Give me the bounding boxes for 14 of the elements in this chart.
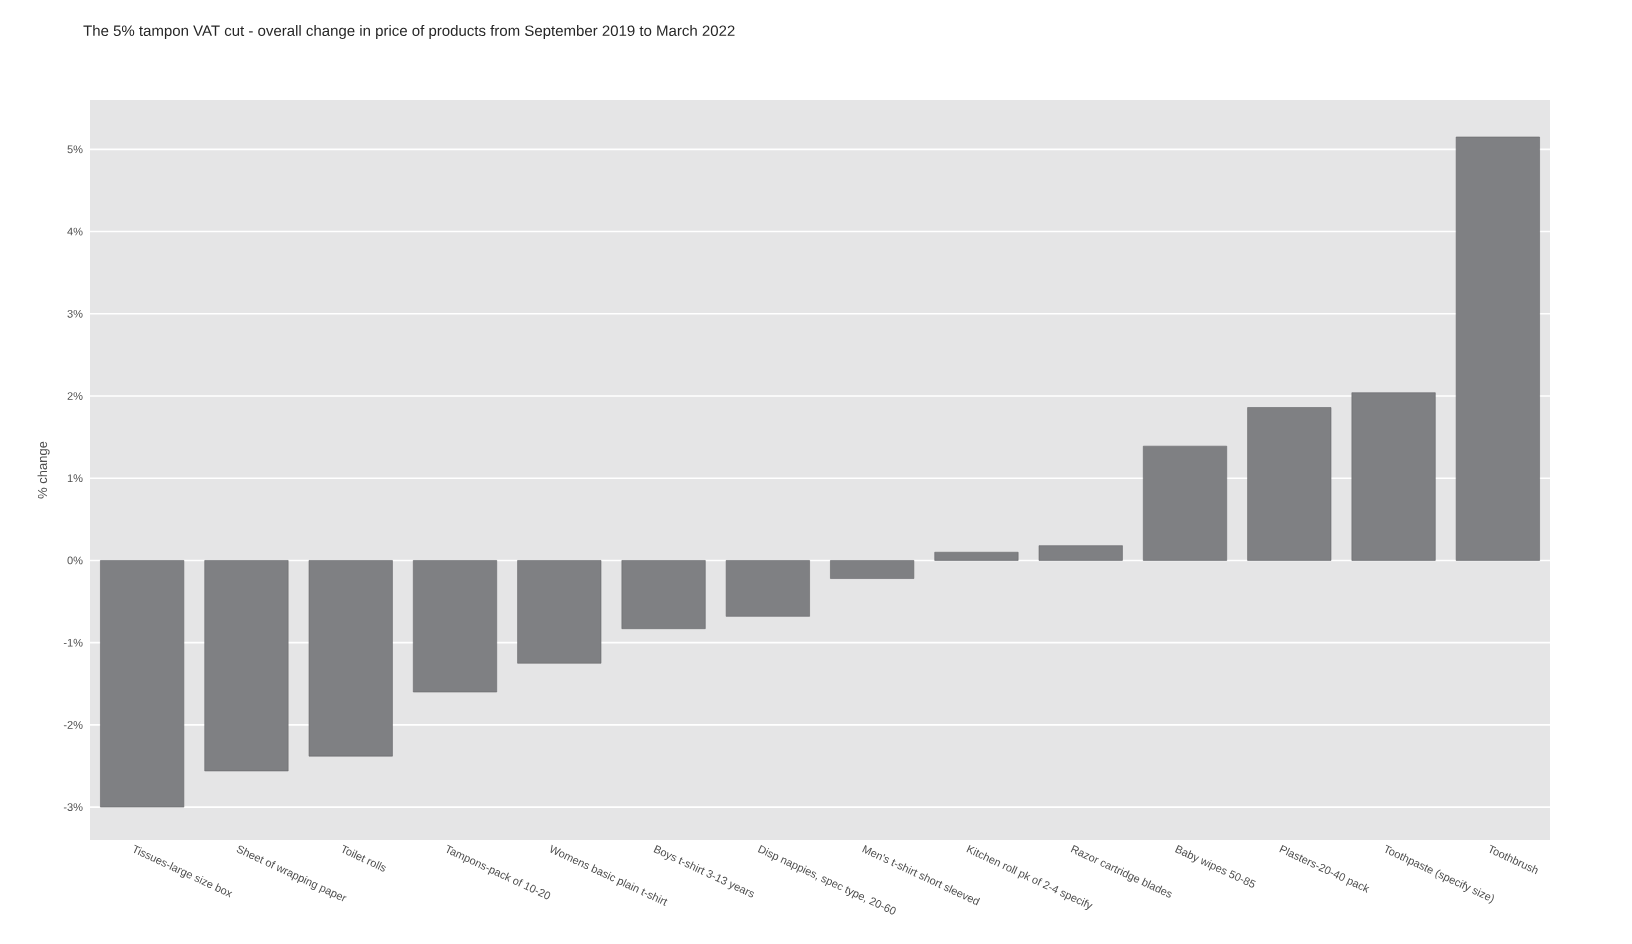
bar	[1351, 392, 1436, 561]
bar	[517, 560, 602, 664]
bar	[100, 560, 185, 808]
bar	[934, 551, 1019, 561]
bar	[830, 560, 915, 579]
bar	[725, 560, 810, 617]
bar	[1142, 445, 1228, 561]
bar	[412, 560, 498, 693]
bar	[1038, 545, 1123, 561]
bar	[308, 560, 393, 757]
bar	[1247, 407, 1332, 561]
bar	[1455, 136, 1540, 561]
bar	[204, 560, 289, 772]
bar	[621, 560, 706, 629]
